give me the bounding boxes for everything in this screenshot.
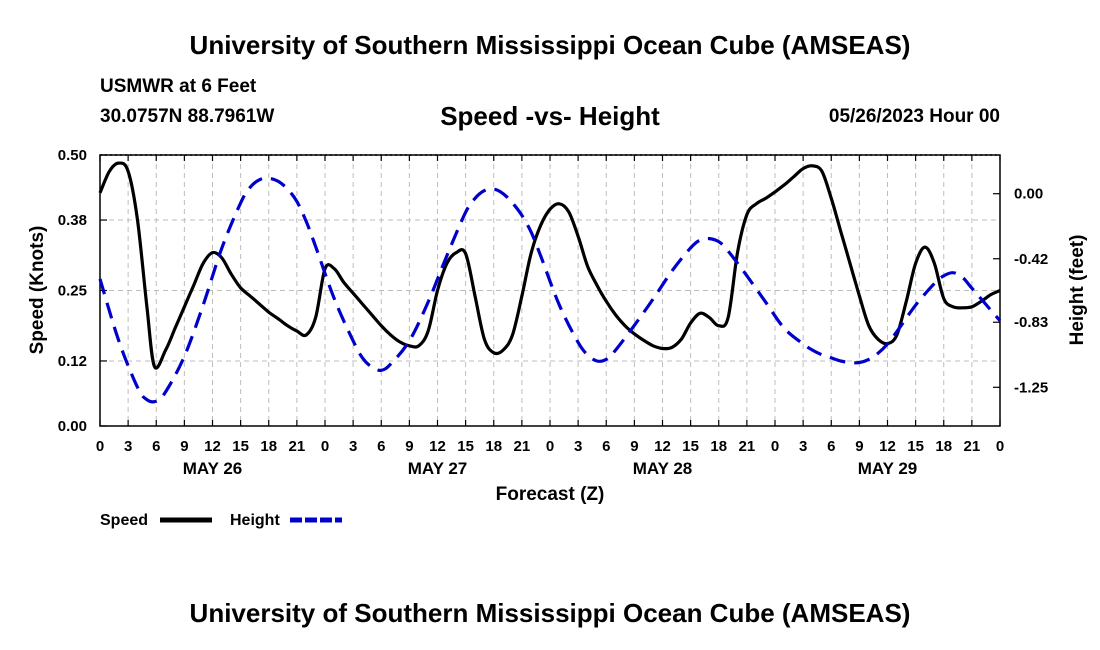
y-tick-label-right: -0.42 (1014, 251, 1048, 268)
x-tick-label: 0 (771, 438, 779, 455)
x-tick-label: 9 (180, 438, 188, 455)
x-tick-label: 0 (546, 438, 554, 455)
day-label: MAY 29 (858, 459, 918, 478)
legend-label-speed: Speed (100, 512, 148, 529)
x-tick-label: 12 (879, 438, 896, 455)
x-tick-label: 12 (654, 438, 671, 455)
y-tick-label-right: 0.00 (1014, 186, 1043, 203)
y-tick-label-right: -1.25 (1014, 379, 1048, 396)
x-tick-label: 3 (349, 438, 357, 455)
x-tick-label: 18 (935, 438, 952, 455)
x-tick-label: 6 (377, 438, 385, 455)
x-tick-label: 15 (907, 438, 924, 455)
day-label: MAY 27 (408, 459, 468, 478)
legend-label-height: Height (230, 512, 280, 529)
x-tick-label: 18 (260, 438, 277, 455)
series-line-speed (98, 161, 1001, 370)
day-label: MAY 26 (183, 459, 243, 478)
series-layer (98, 161, 1002, 404)
y-tick-label-left: 0.50 (58, 147, 87, 164)
x-tick-label: 21 (964, 438, 981, 455)
y-axis-label-left: Speed (Knots) (27, 226, 48, 355)
axis-labels: 0 3 6 9 12 15 18 21 0 3 6 9 12 15 18 21 0 3 6 9 12 15 18 21 0 3 6 9… (58, 147, 1048, 478)
y-tick-label-left: 0.38 (58, 212, 87, 229)
x-tick-label: 3 (799, 438, 807, 455)
legend: Speed Height (100, 512, 342, 529)
y-tick-label-left: 0.25 (58, 283, 87, 300)
x-tick-label: 18 (710, 438, 727, 455)
grid-lines (100, 155, 1000, 426)
x-tick-label: 6 (602, 438, 610, 455)
x-tick-label: 3 (124, 438, 132, 455)
x-tick-label: 9 (630, 438, 638, 455)
axis-ticks (99, 154, 1001, 427)
x-tick-label: 21 (514, 438, 531, 455)
x-tick-label: 12 (204, 438, 221, 455)
x-tick-label: 6 (152, 438, 160, 455)
x-tick-label: 15 (457, 438, 474, 455)
x-tick-label: 9 (855, 438, 863, 455)
y-axis-label-right: Height (feet) (1067, 235, 1088, 346)
forecast-datestamp: 05/26/2023 Hour 00 (828, 106, 1000, 127)
y-tick-label-right: -0.83 (1014, 314, 1048, 331)
x-tick-label: 6 (827, 438, 835, 455)
x-axis-label: Forecast (Z) (496, 484, 605, 505)
x-tick-label: 0 (996, 438, 1004, 455)
x-tick-label: 18 (485, 438, 502, 455)
x-tick-label: 3 (574, 438, 582, 455)
x-tick-label: 0 (321, 438, 329, 455)
x-tick-label: 21 (739, 438, 756, 455)
day-label: MAY 28 (633, 459, 693, 478)
page-title-top: University of Southern Mississippi Ocean… (189, 30, 911, 60)
series-line-height (98, 176, 1002, 404)
x-tick-label: 0 (96, 438, 104, 455)
x-tick-label: 21 (289, 438, 306, 455)
station-coordinates: 30.0757N 88.7961W (100, 106, 275, 127)
y-tick-label-left: 0.00 (58, 418, 87, 435)
y-tick-label-left: 0.12 (58, 353, 87, 370)
chart-title: Speed -vs- Height (440, 101, 660, 131)
x-tick-label: 15 (232, 438, 249, 455)
x-tick-label: 15 (682, 438, 699, 455)
station-name: USMWR at 6 Feet (100, 76, 257, 97)
x-tick-label: 12 (429, 438, 446, 455)
page-title-bottom: University of Southern Mississippi Ocean… (189, 598, 911, 628)
x-tick-label: 9 (405, 438, 413, 455)
